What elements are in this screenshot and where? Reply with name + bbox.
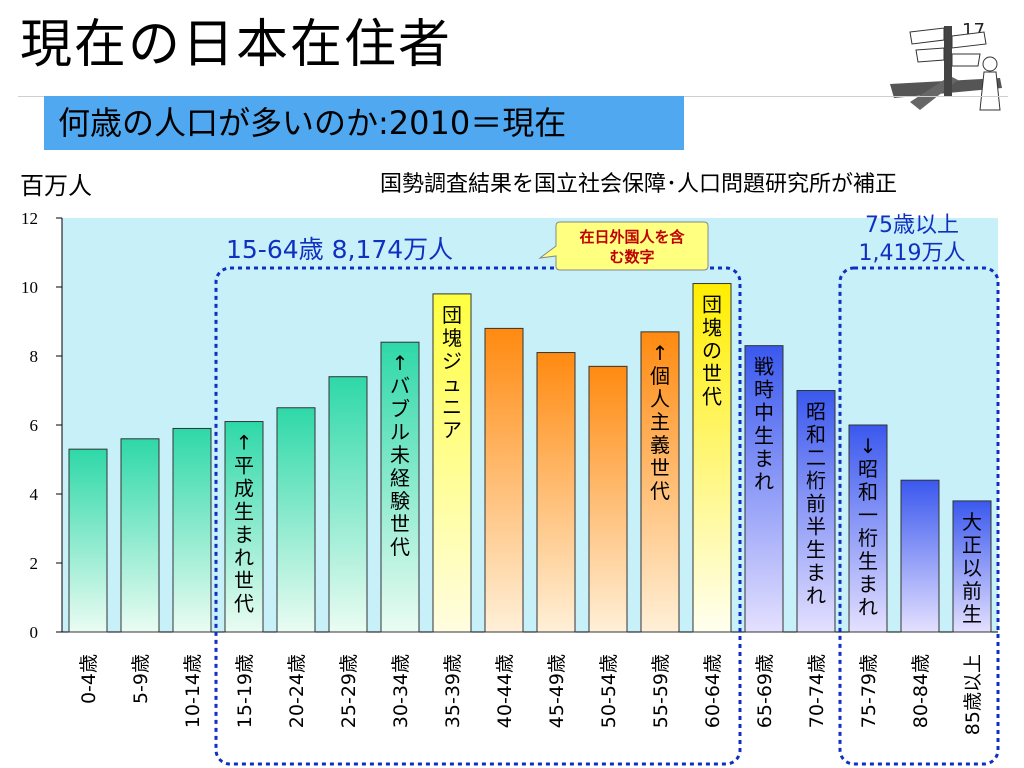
slide-title: 現在の日本在住者 [20,15,453,75]
y-tick-label: 6 [30,416,39,435]
callout-text-line2: む数字 [609,248,654,266]
x-tick-label: 50-54歳 [598,654,620,728]
unit-label: 百万人 [20,172,92,200]
bar [172,427,212,633]
x-tick-label: 45-49歳 [546,654,568,728]
x-tick-label: 10-14歳 [182,654,204,728]
x-tick-label: 20-24歳 [286,654,308,728]
y-tick-label: 12 [21,209,38,228]
bar [276,407,316,633]
bar-annotation: ↑バブル未経験世代 [390,351,410,559]
y-tick-label: 4 [30,485,39,504]
x-tick-label: 70-74歳 [806,654,828,728]
bar [588,365,628,633]
bar [640,331,680,633]
bar [68,448,108,633]
elderly-annotation-line2: 1,419万人 [859,241,966,266]
bar [744,345,784,633]
bar [224,421,264,633]
bar [796,390,836,633]
x-tick-label: 0-4歳 [78,654,100,704]
y-tick-label: 0 [30,623,39,642]
working-age-annotation: 15-64歳 8,174万人 [226,235,453,264]
x-tick-label: 80-84歳 [910,654,932,728]
plot-area [62,218,998,632]
subtitle-banner: 何歳の人口が多いのか:2010＝現在 [44,96,684,150]
elderly-group-box [838,266,1000,766]
bar [120,438,160,633]
x-tick-label: 85歳以上 [962,654,984,735]
bar [432,293,472,633]
bar [692,283,732,633]
y-tick-label: 8 [30,347,39,366]
signpost-thinker-illustration [890,26,1002,111]
bar-annotation: 戦時中生まれ [754,355,774,494]
working-age-group-box [214,266,742,766]
bar-annotation: ↑個人主義世代 [650,341,670,503]
source-note: 国勢調査結果を国立社会保障･人口問題研究所が補正 [380,172,898,197]
x-tick-label: 75-79歳 [858,654,880,728]
bar-annotation: 団塊ジュニア [442,303,462,442]
x-tick-label: 60-64歳 [702,654,724,728]
x-tick-label: 40-44歳 [494,654,516,728]
callout-bubble [538,221,709,271]
y-tick-label: 10 [21,278,38,297]
x-tick-label: 35-39歳 [442,654,464,728]
bar [900,479,940,633]
x-tick-label: 30-34歳 [390,654,412,728]
bar [380,341,420,633]
x-tick-label: 55-59歳 [650,654,672,728]
bar [484,327,524,633]
y-tick-label: 2 [30,554,39,573]
bar-annotation: ↓昭和一桁生まれ [858,434,878,619]
elderly-annotation-line1: 75歳以上 [865,213,959,238]
callout-text-line1: 在日外国人を含 [579,228,685,246]
bar-annotation: ↑平成生まれ世代 [234,431,254,616]
bar [536,352,576,633]
x-tick-label: 15-19歳 [234,654,256,728]
bar-annotation: 大正以前生 [962,510,982,626]
x-tick-label: 65-69歳 [754,654,776,728]
bar-annotation: 昭和二桁前半生まれ [806,400,826,608]
bar [952,500,992,633]
x-tick-label: 5-9歳 [130,654,152,704]
bar [848,424,888,633]
x-tick-label: 25-29歳 [338,654,360,728]
bar-annotation: 団塊の世代 [702,293,722,409]
bar [328,376,368,633]
